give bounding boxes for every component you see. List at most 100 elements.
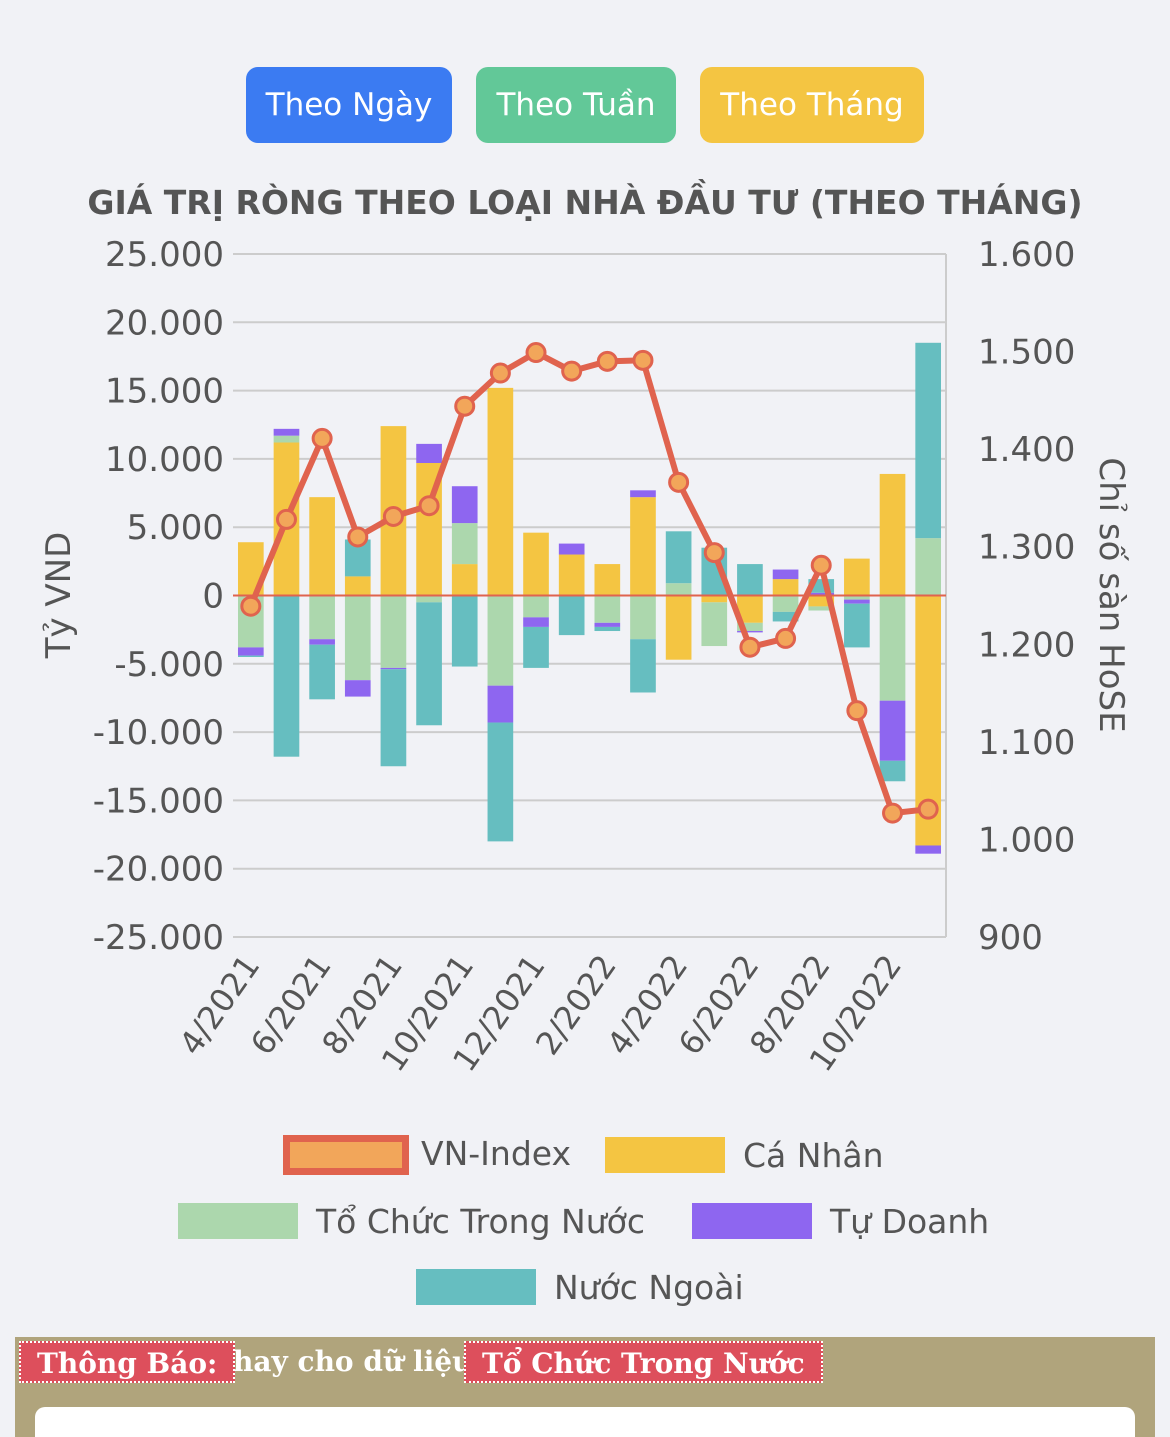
y-tick-label: 25.000 xyxy=(105,235,224,275)
legend-label-vn-index: VN-Index xyxy=(421,1134,572,1173)
bar-segment xyxy=(844,558,870,596)
bar-segment xyxy=(630,639,656,693)
legend-label-tu-doanh: Tự Doanh xyxy=(830,1202,990,1241)
bar-segment xyxy=(273,428,300,436)
bar-segment xyxy=(772,579,799,596)
theo-thang-button[interactable]: Theo Tháng xyxy=(700,67,924,143)
vn-index-point xyxy=(846,700,868,722)
legend-swatch-to-chuc-trong-nuoc xyxy=(178,1203,298,1239)
bar-segment xyxy=(523,617,549,627)
bar-segment xyxy=(915,845,942,854)
bar-segment xyxy=(701,602,728,647)
bar-segment xyxy=(737,564,763,596)
vn-index-point xyxy=(810,554,832,576)
bar-segment xyxy=(523,532,549,596)
legend-swatch-ca-nhan xyxy=(605,1137,725,1173)
net-value-chart: GIÁ TRỊ RÒNG THEO LOẠI NHÀ ĐẦU TƯ (THEO … xyxy=(39,178,1131,1078)
legend-label-to-chuc-trong-nuoc: Tổ Chức Trong Nước xyxy=(316,1202,645,1241)
vn-index-point xyxy=(668,471,690,493)
vn-index-point xyxy=(703,542,725,564)
bar-segment xyxy=(915,342,942,539)
y-tick-label: 10.000 xyxy=(105,440,224,480)
y-tick-label: 5.000 xyxy=(127,508,224,548)
vn-index-point xyxy=(489,362,511,384)
bar-segment xyxy=(380,595,407,668)
bar-segment xyxy=(630,595,656,640)
legend-item-vn-index[interactable]: VN-Index xyxy=(283,1135,583,1175)
y-tick-label: -20.000 xyxy=(93,850,224,890)
theo-ngay-button[interactable]: Theo Ngày xyxy=(246,67,452,143)
y-tick-label: 0 xyxy=(202,577,224,617)
bar-segment xyxy=(309,639,335,645)
bar-segment xyxy=(665,583,692,596)
legend-item-tu-doanh[interactable]: Tự Doanh xyxy=(692,1203,1012,1243)
notice-marquee: hay cho dữ liệu Tổ Chức Trong Nước Thông… xyxy=(15,1337,1155,1387)
bar-segment xyxy=(487,685,514,723)
bar-segment xyxy=(737,631,763,633)
bar-segment xyxy=(273,595,300,757)
legend-swatch-vn-index xyxy=(283,1135,409,1175)
legend-item-ca-nhan[interactable]: Cá Nhân xyxy=(605,1137,905,1177)
bar-segment xyxy=(273,435,300,443)
vn-index-point xyxy=(418,495,440,517)
bar-segment xyxy=(594,626,621,632)
bar-segment xyxy=(451,595,478,667)
y2-tick-label: 1.400 xyxy=(978,430,1075,470)
bar-segment xyxy=(844,595,870,600)
bar-segment xyxy=(630,490,656,498)
y-axis-title: Tỷ VND xyxy=(39,532,79,660)
y-tick-label: 15.000 xyxy=(105,372,224,412)
bar-segment xyxy=(701,595,728,603)
y-tick-label: -5.000 xyxy=(114,645,224,685)
y-tick-label: -25.000 xyxy=(93,918,224,958)
bar-segment xyxy=(344,595,371,681)
notice-text: hay cho dữ liệu xyxy=(233,1345,473,1378)
bar-segment xyxy=(558,595,585,636)
bar-segment xyxy=(844,599,870,604)
legend-label-ca-nhan: Cá Nhân xyxy=(743,1136,884,1175)
bar-segment xyxy=(309,497,335,596)
bar-segment xyxy=(558,543,585,555)
legend-item-nuoc-ngoai[interactable]: Nước Ngoài xyxy=(416,1269,776,1309)
bar-segment xyxy=(665,531,692,584)
y2-axis-title: Chỉ số sàn HoSE xyxy=(1091,457,1131,732)
bar-segment xyxy=(523,626,549,668)
bar-segment xyxy=(665,595,692,660)
bar-segment xyxy=(416,595,442,603)
legend-label-nuoc-ngoai: Nước Ngoài xyxy=(554,1268,744,1307)
vn-index-point xyxy=(275,508,297,530)
bar-segment xyxy=(416,443,442,463)
bar-segment xyxy=(808,595,835,607)
bar-segment xyxy=(879,595,906,701)
vn-index-point xyxy=(739,636,761,658)
bar-segment xyxy=(879,473,906,596)
bar-segment xyxy=(451,564,478,596)
vn-index-point xyxy=(454,395,476,417)
bar-segment xyxy=(808,606,835,611)
y-tick-label: 20.000 xyxy=(105,303,224,343)
vn-index-point xyxy=(596,350,618,372)
bar-segment xyxy=(416,602,442,726)
y2-tick-label: 1.500 xyxy=(978,333,1075,373)
y2-tick-label: 1.600 xyxy=(978,235,1075,275)
bar-segment xyxy=(451,486,478,524)
bar-segment xyxy=(487,387,514,596)
vn-index-point xyxy=(882,802,904,824)
bar-segment xyxy=(808,592,835,596)
notice-highlight: Tổ Chức Trong Nước xyxy=(464,1341,823,1383)
bar-segment xyxy=(380,669,407,767)
vn-index-point xyxy=(347,526,369,548)
theo-tuan-button[interactable]: Theo Tuần xyxy=(476,67,676,143)
notice-panel xyxy=(35,1407,1135,1437)
notice-banner: hay cho dữ liệu Tổ Chức Trong Nước Thông… xyxy=(15,1337,1155,1437)
vn-index-point xyxy=(382,505,404,527)
legend-item-to-chuc-trong-nuoc[interactable]: Tổ Chức Trong Nước xyxy=(178,1203,678,1243)
vn-index-point xyxy=(561,360,583,382)
y2-tick-label: 1.100 xyxy=(978,723,1075,763)
y2-tick-label: 1.200 xyxy=(978,625,1075,665)
bar-segment xyxy=(772,595,799,612)
bar-segment xyxy=(309,644,335,700)
bar-segment xyxy=(237,655,264,657)
y2-tick-label: 900 xyxy=(978,918,1043,958)
bar-segment xyxy=(594,622,621,627)
